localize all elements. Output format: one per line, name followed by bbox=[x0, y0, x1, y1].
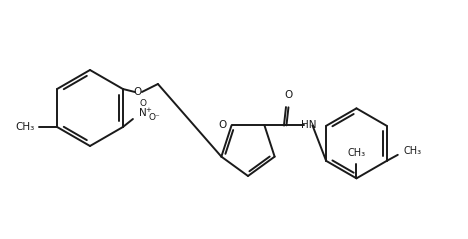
Text: O: O bbox=[218, 120, 227, 130]
Text: CH₃: CH₃ bbox=[404, 146, 422, 156]
Text: O: O bbox=[134, 87, 142, 97]
Text: +: + bbox=[145, 107, 151, 113]
Text: HN: HN bbox=[301, 120, 316, 130]
Text: CH₃: CH₃ bbox=[16, 122, 35, 132]
Text: O: O bbox=[285, 90, 292, 100]
Text: O⁻: O⁻ bbox=[148, 113, 160, 121]
Text: CH₃: CH₃ bbox=[347, 148, 366, 158]
Text: N: N bbox=[139, 108, 147, 118]
Text: O: O bbox=[139, 99, 146, 109]
